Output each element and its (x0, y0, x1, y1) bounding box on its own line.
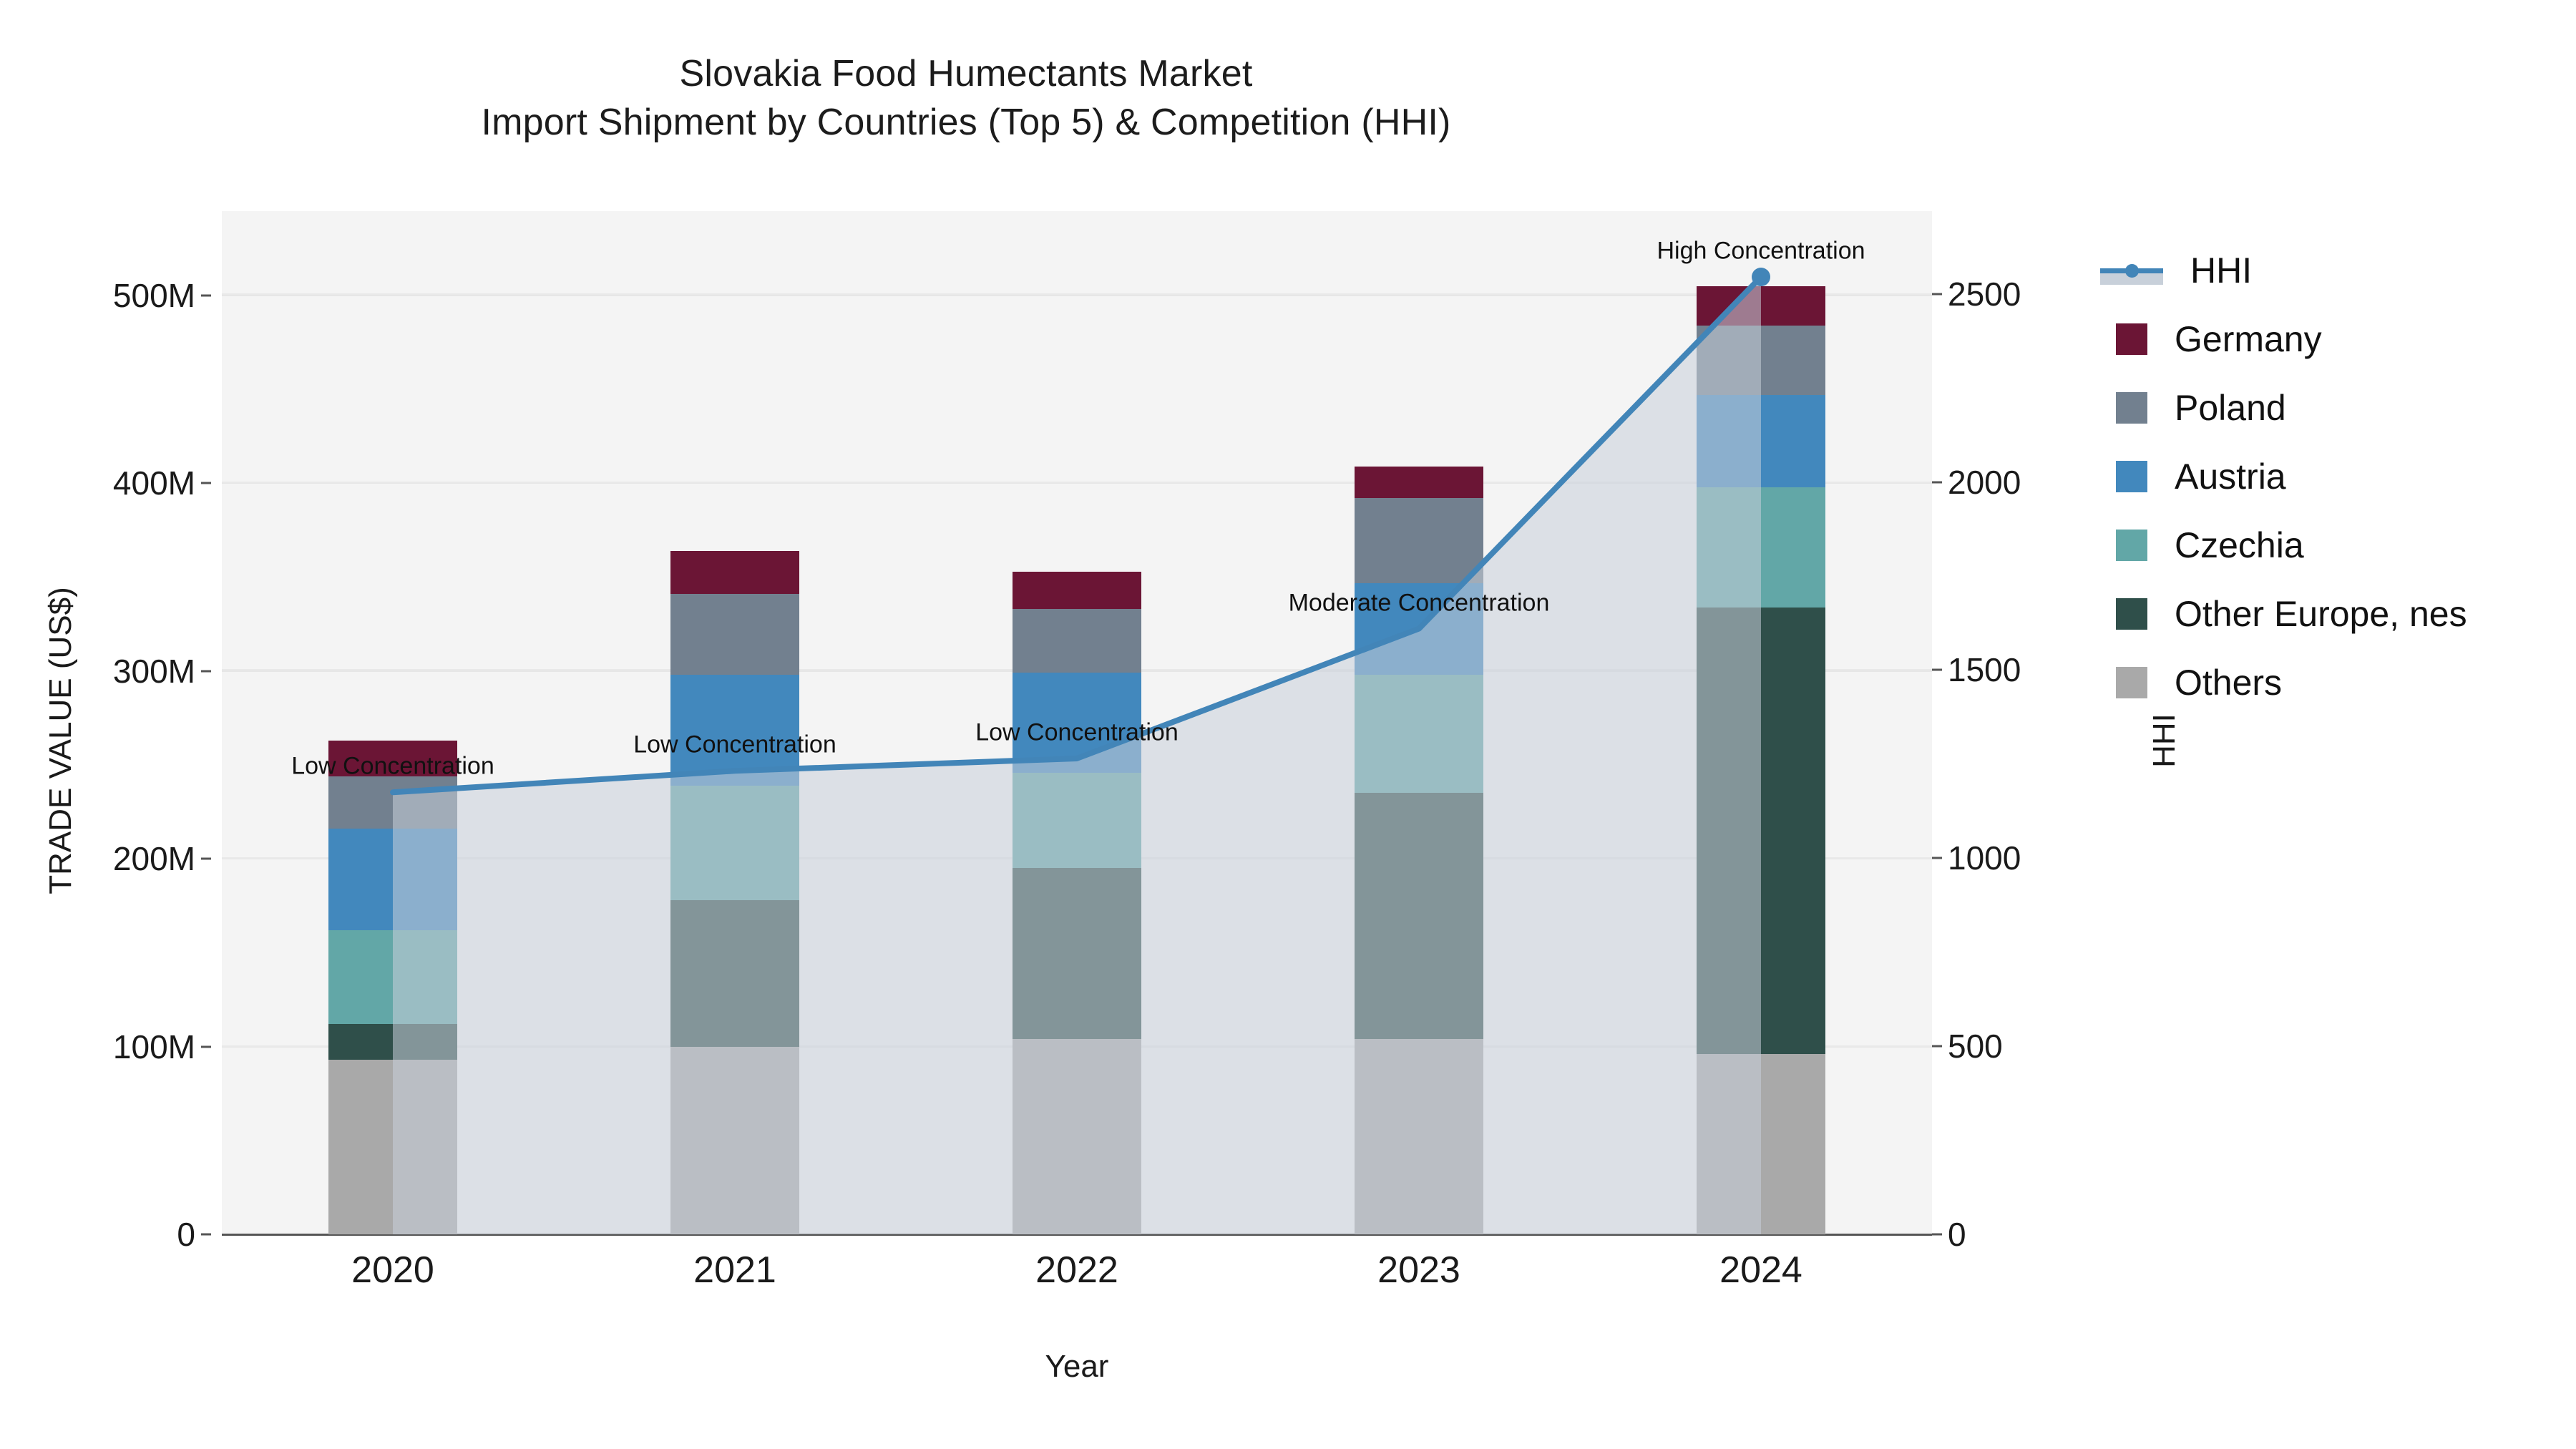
legend-item-czechia[interactable]: Czechia (2100, 511, 2558, 580)
legend-item-label: Germany (2175, 319, 2322, 359)
y-tick-left: 400M (112, 464, 195, 502)
y-axis-left-title: TRADE VALUE (US$) (43, 587, 78, 894)
y-tickmark-left (201, 294, 211, 297)
y-tick-right: 2000 (1948, 463, 2021, 501)
x-tick-2023: 2023 (1377, 1249, 1460, 1291)
bar-segment-poland[interactable] (670, 594, 799, 675)
hhi-marker-2020[interactable] (384, 783, 402, 801)
y-tick-left: 200M (112, 840, 195, 878)
y-tickmark-right (1932, 1233, 1942, 1236)
legend-line-marker-icon (2100, 255, 2163, 286)
hhi-marker-2024[interactable] (1752, 268, 1770, 287)
y-tickmark-right (1932, 481, 1942, 484)
legend-item-label: HHI (2190, 250, 2253, 291)
chart-title-line-1: Slovakia Food Humectants Market (679, 53, 1253, 94)
legend-color-swatch (2116, 323, 2147, 355)
chart-title-line-2: Import Shipment by Countries (Top 5) & C… (481, 101, 1451, 143)
x-tick-2022: 2022 (1035, 1249, 1118, 1291)
concentration-label-2024: High Concentration (1657, 237, 1865, 265)
gridline-left (222, 482, 1932, 484)
bar-segment-germany[interactable] (1013, 571, 1141, 610)
concentration-label-2023: Moderate Concentration (1288, 589, 1550, 617)
y-tickmark-right (1932, 857, 1942, 859)
legend-item-other-europe-nes[interactable]: Other Europe, nes (2100, 580, 2558, 648)
bar-segment-poland[interactable] (1013, 609, 1141, 673)
y-tick-right: 2500 (1948, 275, 2021, 313)
y-tickmark-left (201, 670, 211, 673)
concentration-label-2021: Low Concentration (633, 731, 836, 758)
legend-item-label: Poland (2175, 388, 2286, 428)
y-tickmark-left (201, 482, 211, 484)
legend-item-label: Austria (2175, 457, 2286, 497)
legend-item-label: Czechia (2175, 525, 2304, 565)
y-tickmark-right (1932, 668, 1942, 671)
legend-item-hhi[interactable]: HHI (2100, 236, 2558, 305)
y-tick-right: 1500 (1948, 651, 2021, 689)
y-tick-left: 300M (112, 652, 195, 690)
legend-item-others[interactable]: Others (2100, 648, 2558, 717)
legend-area-swatch (2100, 273, 2163, 285)
legend-item-label: Other Europe, nes (2175, 594, 2467, 634)
bar-segment-poland[interactable] (1355, 498, 1483, 583)
plot-area: Low Concentration Low Concentration Low Co… (222, 211, 1932, 1236)
chart-title: Slovakia Food Humectants Market Import S… (0, 50, 1932, 147)
hhi-area-fill (393, 277, 1761, 1234)
gridline-right (222, 293, 1932, 295)
concentration-label-2022: Low Concentration (975, 718, 1179, 746)
x-tick-2021: 2021 (693, 1249, 776, 1291)
y-tickmark-left (201, 857, 211, 860)
hhi-line-overlay (384, 268, 1770, 1234)
chart-legend: HHI Germany Poland Austria Czechia Other Euro… (2100, 236, 2558, 717)
legend-item-poland[interactable]: Poland (2100, 374, 2558, 442)
y-tick-left: 100M (112, 1028, 195, 1065)
y-tickmark-left (201, 1233, 211, 1236)
concentration-label-2020: Low Concentration (291, 752, 494, 780)
bar-segment-germany[interactable] (1355, 466, 1483, 499)
legend-color-swatch (2116, 667, 2147, 698)
x-tick-2020: 2020 (351, 1249, 434, 1291)
legend-color-swatch (2116, 598, 2147, 630)
hhi-marker-2021[interactable] (726, 761, 744, 780)
bar-segment-germany[interactable] (328, 740, 457, 776)
legend-item-germany[interactable]: Germany (2100, 305, 2558, 374)
x-tick-2024: 2024 (1719, 1249, 1802, 1291)
x-axis-line (222, 1234, 1932, 1236)
y-tickmark-left (201, 1045, 211, 1048)
gridline-left (222, 295, 1932, 297)
hhi-marker-2022[interactable] (1068, 749, 1086, 768)
legend-item-austria[interactable]: Austria (2100, 442, 2558, 511)
legend-color-swatch (2116, 461, 2147, 492)
y-tick-right: 1000 (1948, 839, 2021, 877)
y-tick-right: 0 (1948, 1216, 1966, 1253)
y-axis-right-ticks: 0 500 1000 1500 2000 2500 (1932, 211, 2147, 1253)
x-axis-ticks: 2020 2021 2022 2023 2024 (222, 1249, 1932, 1306)
legend-item-label: Others (2175, 663, 2283, 703)
gridline-right (222, 481, 1932, 483)
y-tick-left: 500M (112, 277, 195, 315)
y-tick-left: 0 (177, 1216, 195, 1253)
y-axis-left-ticks: 0 100M 200M 300M 400M 500M (0, 211, 211, 1253)
hhi-line[interactable] (390, 274, 1764, 796)
legend-point-marker-icon (2124, 264, 2139, 278)
legend-color-swatch (2116, 530, 2147, 561)
hhi-marker-2023[interactable] (1410, 620, 1428, 638)
bar-segment-germany[interactable] (670, 550, 799, 595)
y-tick-right: 500 (1948, 1028, 2003, 1065)
y-tickmark-right (1932, 1045, 1942, 1048)
y-tickmark-right (1932, 293, 1942, 296)
legend-color-swatch (2116, 392, 2147, 424)
x-axis-title: Year (1045, 1349, 1109, 1384)
